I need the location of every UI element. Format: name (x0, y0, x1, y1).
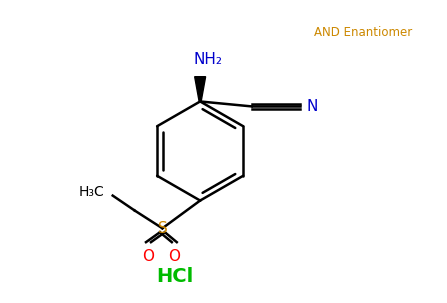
Text: H₃C: H₃C (79, 185, 105, 199)
Text: N: N (307, 99, 318, 114)
Text: HCl: HCl (157, 267, 194, 286)
Text: O: O (169, 248, 180, 264)
Text: S: S (157, 221, 167, 236)
Text: AND Enantiomer: AND Enantiomer (314, 26, 413, 38)
Text: NH₂: NH₂ (194, 52, 223, 67)
Text: O: O (143, 248, 155, 264)
Polygon shape (195, 77, 206, 102)
